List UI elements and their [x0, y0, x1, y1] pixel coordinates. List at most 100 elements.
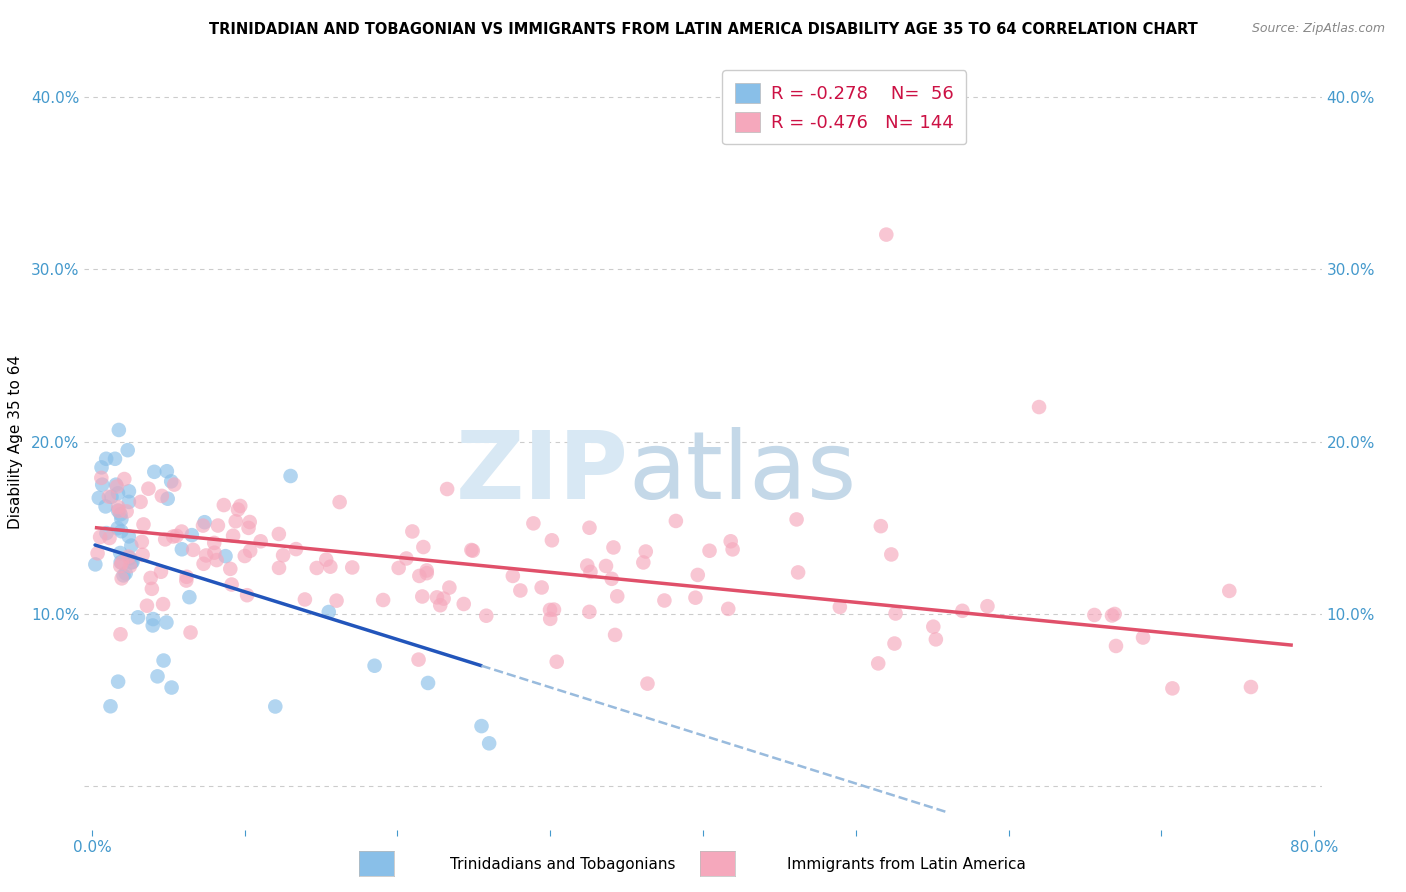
Point: [110, 508, 132, 522]
Point: [429, 599, 451, 613]
Point: [371, 593, 394, 607]
Point: [875, 227, 897, 242]
Point: [96, 526, 118, 541]
Point: [578, 605, 600, 619]
Point: [156, 464, 179, 478]
Point: [787, 566, 810, 580]
Point: [460, 543, 482, 558]
Point: [922, 620, 945, 634]
Text: Trinidadians and Tobagonians: Trinidadians and Tobagonians: [450, 857, 675, 872]
Point: [1083, 607, 1105, 622]
Point: [112, 472, 135, 486]
Point: [181, 542, 204, 557]
Point: [602, 541, 624, 555]
Point: [665, 514, 688, 528]
Point: [576, 558, 599, 573]
Point: [89, 530, 111, 544]
Point: [606, 589, 628, 603]
Point: [271, 549, 294, 563]
Point: [686, 568, 709, 582]
Point: [1161, 681, 1184, 696]
Point: [329, 495, 352, 509]
Point: [118, 495, 141, 509]
Point: [408, 569, 430, 583]
Point: [925, 632, 948, 647]
Point: [880, 548, 903, 562]
Point: [249, 534, 271, 549]
Point: [238, 521, 260, 535]
Point: [143, 465, 166, 479]
Point: [219, 562, 242, 576]
Point: [202, 536, 225, 550]
Point: [136, 599, 159, 613]
Point: [522, 516, 544, 531]
Point: [426, 591, 449, 605]
Point: [155, 615, 177, 630]
Point: [267, 527, 290, 541]
Point: [717, 602, 740, 616]
Point: [107, 503, 129, 517]
Point: [319, 559, 342, 574]
Point: [401, 524, 423, 539]
Point: [129, 495, 152, 509]
Point: [166, 529, 188, 543]
Point: [416, 676, 439, 690]
Point: [150, 489, 173, 503]
Point: [170, 524, 193, 539]
Point: [408, 652, 430, 666]
Point: [174, 574, 197, 588]
Point: [433, 591, 456, 606]
Point: [214, 549, 236, 563]
Legend: R = -0.278    N=  56, R = -0.476   N= 144: R = -0.278 N= 56, R = -0.476 N= 144: [723, 70, 966, 145]
Point: [388, 561, 411, 575]
Point: [114, 566, 136, 581]
Point: [436, 482, 458, 496]
Point: [786, 512, 808, 526]
Point: [84, 558, 107, 572]
Point: [538, 603, 561, 617]
Point: [439, 581, 461, 595]
Point: [395, 551, 418, 566]
Point: [107, 486, 129, 500]
Point: [478, 736, 501, 750]
Point: [104, 477, 127, 491]
Point: [139, 571, 162, 585]
Point: [112, 568, 135, 582]
Point: [1101, 608, 1123, 623]
Point: [202, 546, 225, 560]
Point: [117, 549, 139, 564]
Point: [470, 719, 492, 733]
Point: [267, 561, 290, 575]
Point: [170, 542, 193, 557]
Point: [461, 543, 484, 558]
Point: [654, 593, 676, 607]
Point: [120, 556, 142, 570]
Point: [600, 572, 623, 586]
Point: [325, 593, 347, 607]
Point: [132, 517, 155, 532]
Point: [131, 534, 153, 549]
Point: [1104, 607, 1126, 621]
Point: [107, 500, 129, 514]
Point: [152, 654, 174, 668]
Point: [180, 528, 202, 542]
Point: [110, 512, 132, 526]
Point: [976, 599, 998, 614]
Point: [118, 529, 141, 543]
Point: [110, 627, 132, 641]
Point: [152, 597, 174, 611]
Point: [108, 504, 131, 518]
Point: [110, 546, 132, 560]
Text: Immigrants from Latin America: Immigrants from Latin America: [787, 857, 1026, 872]
Point: [685, 591, 707, 605]
Point: [541, 533, 564, 548]
Point: [239, 543, 262, 558]
Point: [193, 557, 215, 571]
Point: [416, 566, 439, 581]
Point: [131, 548, 153, 562]
Point: [195, 549, 218, 563]
Point: [578, 521, 600, 535]
Point: [883, 636, 905, 650]
Point: [94, 500, 117, 514]
Point: [110, 555, 132, 569]
